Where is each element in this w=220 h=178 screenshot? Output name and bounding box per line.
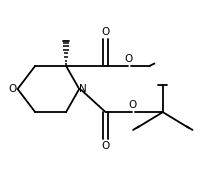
Text: O: O	[128, 100, 137, 110]
Text: N: N	[79, 84, 87, 94]
Text: O: O	[101, 141, 110, 151]
Text: O: O	[9, 84, 17, 94]
Text: O: O	[124, 54, 132, 64]
Text: O: O	[101, 27, 110, 37]
